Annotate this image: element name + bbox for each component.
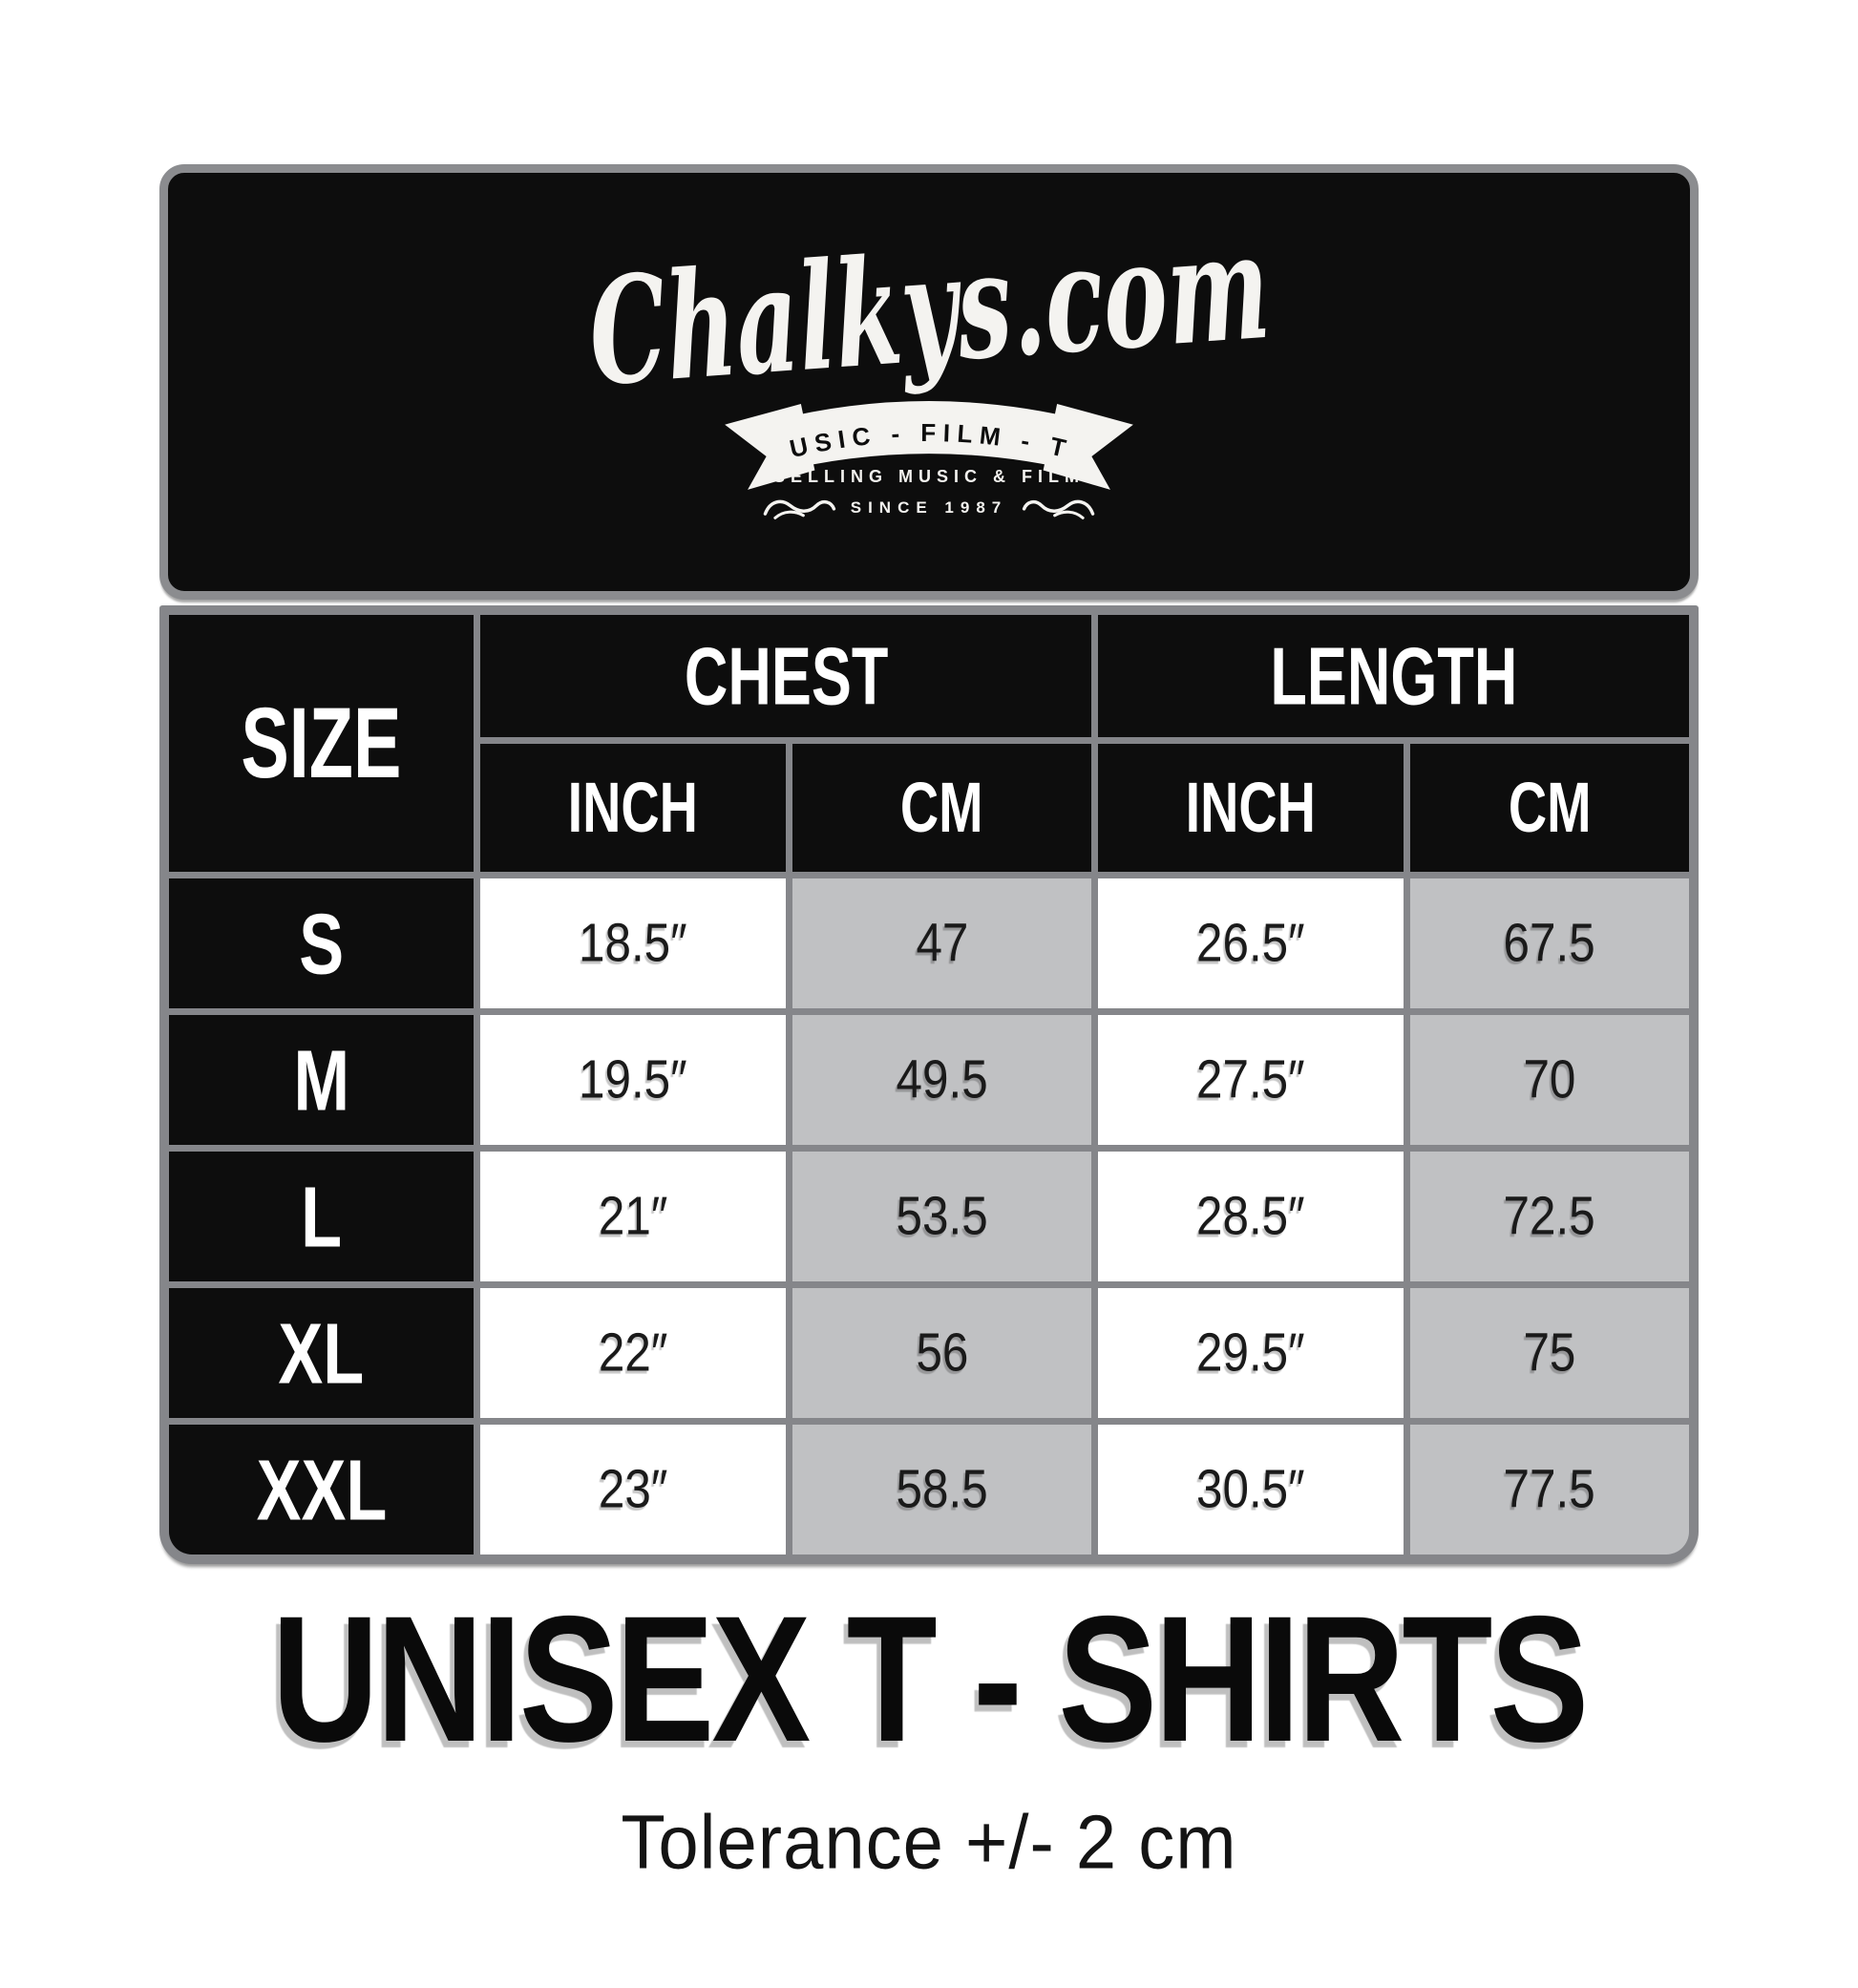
swirl-left-icon <box>763 499 835 519</box>
chest-inch-cell: 23″ <box>480 1425 786 1554</box>
length-inch-cell: 26.5″ <box>1098 878 1404 1008</box>
cm-header-label: CM <box>1508 768 1592 848</box>
size-grid: SIZE CHEST LENGTH INCH CM INCH CM S <box>169 615 1689 1554</box>
cm-header-label: CM <box>900 768 983 848</box>
header-cell-chest-cm: CM <box>792 744 1092 872</box>
header-cell-chest: CHEST <box>480 615 1092 737</box>
size-cell: M <box>169 1015 475 1145</box>
header-cell-length-inch: INCH <box>1098 744 1404 872</box>
chest-cm-cell: 49.5 <box>792 1015 1092 1145</box>
length-cm-cell: 67.5 <box>1409 878 1689 1008</box>
brand-subline: SELLING MUSIC & FILM <box>773 467 1085 486</box>
length-cm-cell: 75 <box>1409 1288 1689 1418</box>
swirl-right-icon <box>1023 499 1095 519</box>
chest-cm-cell: 58.5 <box>792 1425 1092 1554</box>
brand-since: SINCE 1987 <box>850 498 1008 517</box>
size-cell: L <box>169 1152 475 1281</box>
length-cm-cell: 70 <box>1409 1015 1689 1145</box>
size-cell: XXL <box>169 1425 475 1554</box>
size-cell: XL <box>169 1288 475 1418</box>
inch-header-label: INCH <box>567 768 699 848</box>
header-cell-length: LENGTH <box>1098 615 1689 737</box>
brand-panel: Chalkys.com MUSIC - FILM - TV SELLING MU… <box>159 164 1699 600</box>
length-inch-cell: 27.5″ <box>1098 1015 1404 1145</box>
chest-cm-cell: 47 <box>792 878 1092 1008</box>
size-table: SIZE CHEST LENGTH INCH CM INCH CM S <box>159 605 1699 1564</box>
chest-cm-cell: 56 <box>792 1288 1092 1418</box>
tolerance-note: Tolerance +/- 2 cm <box>621 1800 1237 1886</box>
length-inch-cell: 30.5″ <box>1098 1425 1404 1554</box>
page-title: UNISEX T - SHIRTS <box>271 1578 1590 1780</box>
size-header-label: SIZE <box>241 687 402 799</box>
chest-header-label: CHEST <box>684 630 889 722</box>
header-cell-size: SIZE <box>169 615 475 872</box>
chest-inch-cell: 21″ <box>480 1152 786 1281</box>
header-cell-chest-inch: INCH <box>480 744 786 872</box>
header-cell-length-cm: CM <box>1409 744 1689 872</box>
chest-cm-cell: 53.5 <box>792 1152 1092 1281</box>
chest-inch-cell: 22″ <box>480 1288 786 1418</box>
chest-inch-cell: 19.5″ <box>480 1015 786 1145</box>
length-inch-cell: 28.5″ <box>1098 1152 1404 1281</box>
length-inch-cell: 29.5″ <box>1098 1288 1404 1418</box>
size-cell: S <box>169 878 475 1008</box>
length-cm-cell: 72.5 <box>1409 1152 1689 1281</box>
ribbon-banner-icon: MUSIC - FILM - TV <box>714 389 1133 490</box>
brand-logo-text: Chalkys.com <box>583 200 1275 420</box>
chest-inch-cell: 18.5″ <box>480 878 786 1008</box>
length-cm-cell: 77.5 <box>1409 1425 1689 1554</box>
inch-header-label: INCH <box>1185 768 1317 848</box>
since-row: SINCE 1987 <box>761 496 1098 520</box>
length-header-label: LENGTH <box>1270 630 1518 722</box>
